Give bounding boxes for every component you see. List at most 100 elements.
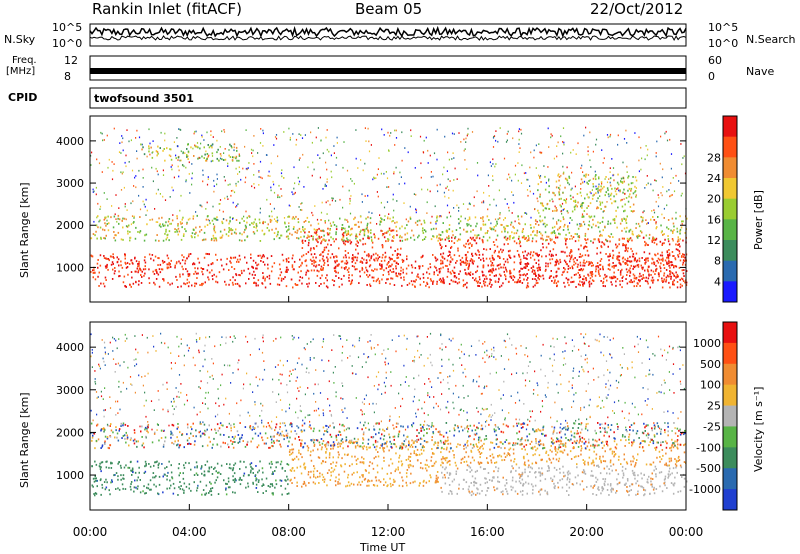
power-cell [596, 252, 598, 255]
power-cell [467, 267, 470, 269]
power-cell [185, 179, 187, 181]
power-cell [543, 222, 545, 225]
velocity-cell [322, 479, 324, 481]
power-cell [518, 273, 521, 276]
power-cell [125, 262, 127, 265]
velocity-cell [251, 467, 253, 470]
power-cell [252, 259, 255, 262]
power-cell [401, 258, 404, 261]
velocity-cell [139, 491, 142, 494]
power-cell [410, 236, 412, 239]
power-cell [645, 276, 647, 279]
power-cell [253, 226, 255, 228]
velocity-cell [357, 457, 359, 460]
power-cell [603, 157, 605, 160]
power-cell [571, 210, 574, 213]
power-cell [181, 218, 183, 221]
power-cell [396, 234, 398, 237]
velocity-cell [487, 487, 489, 489]
power-cell [136, 267, 138, 270]
power-cell [219, 203, 221, 205]
power-cell [422, 151, 425, 154]
power-cell [313, 228, 316, 231]
power-cell [151, 218, 154, 221]
power-cell [535, 167, 537, 169]
power-cell [382, 233, 384, 235]
power-cell [626, 282, 629, 285]
power-cell [645, 234, 648, 237]
power-cell [224, 158, 227, 161]
velocity-cell [166, 475, 168, 477]
power-cell [682, 255, 685, 258]
power-cell [575, 153, 577, 155]
power-cell [348, 256, 350, 259]
power-cell [587, 174, 590, 176]
power-cell [644, 158, 646, 161]
velocity-cell [451, 480, 454, 483]
velocity-cell [595, 494, 598, 496]
power-cell [360, 229, 362, 232]
power-cell [383, 259, 386, 262]
power-cell [542, 274, 544, 277]
power-cell [588, 285, 591, 288]
power-cell [395, 166, 397, 169]
velocity-cell [295, 455, 298, 458]
power-cell [392, 270, 395, 273]
power-cell [207, 144, 209, 146]
power-cell [303, 186, 305, 188]
power-cell [341, 283, 343, 286]
power-cell [229, 183, 231, 186]
power-cell [307, 251, 310, 254]
velocity-cell [610, 490, 613, 493]
power-cell [186, 278, 189, 281]
power-cell [105, 224, 107, 227]
power-cell [477, 234, 480, 237]
power-cell [571, 254, 573, 257]
power-cell [234, 256, 237, 259]
power-cell [525, 265, 527, 267]
power-cell [165, 228, 167, 231]
power-cell [662, 257, 664, 260]
power-cell [332, 197, 334, 200]
velocity-cell [655, 488, 658, 490]
power-cell [230, 257, 233, 260]
velocity-cell [100, 493, 102, 496]
power-cell [682, 157, 684, 159]
power-cell [448, 228, 451, 231]
power-cell [321, 257, 324, 260]
power-cell [347, 252, 349, 254]
power-cell [615, 264, 617, 267]
power-cell [505, 238, 507, 241]
power-cell [108, 222, 110, 225]
power-cell [578, 256, 581, 258]
velocity-cell [313, 445, 316, 447]
power-cell [471, 131, 474, 133]
freq-unit-label: [MHz] [6, 66, 36, 77]
power-cell [421, 265, 424, 267]
power-cell [298, 159, 300, 161]
power-cell [470, 230, 472, 233]
power-cell [485, 257, 488, 260]
power-cell [197, 146, 199, 149]
velocity-cell [230, 467, 232, 470]
velocity-cell [363, 445, 365, 448]
power-cell [383, 134, 385, 136]
power-cell [432, 235, 434, 238]
power-cell [276, 221, 278, 224]
power-cell [401, 239, 404, 242]
velocity-cell [132, 468, 134, 471]
power-cell [450, 279, 453, 282]
power-cell [342, 256, 345, 259]
power-cell [352, 258, 354, 261]
power-cell [394, 250, 396, 252]
power-cell [607, 255, 609, 258]
power-cell [118, 151, 121, 153]
power-cell [302, 254, 305, 257]
power-cell [342, 232, 345, 234]
power-cell [183, 165, 185, 168]
power-cell [599, 268, 602, 271]
power-cell [609, 198, 612, 201]
velocity-cell [651, 472, 653, 475]
power-cell [454, 237, 456, 240]
power-cell [629, 206, 632, 208]
